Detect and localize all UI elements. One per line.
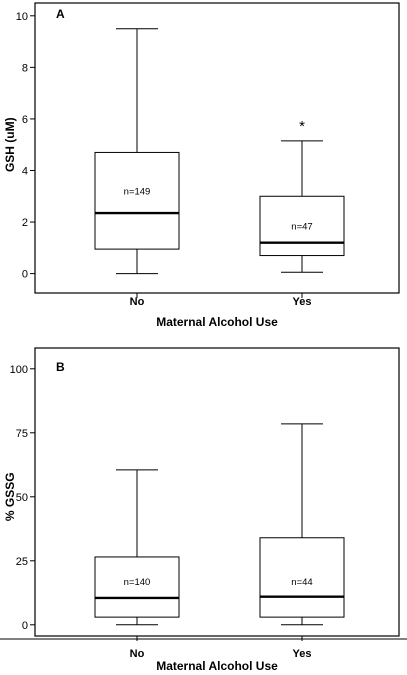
box-yes: n=47 *	[259, 118, 345, 273]
y-tick-label: 100	[10, 364, 28, 376]
y-axis-title: GSH (uM)	[3, 117, 17, 172]
n-label: n=44	[291, 577, 312, 588]
n-label: n=149	[124, 187, 151, 198]
x-tick-label: No	[130, 296, 145, 308]
x-tick-label: No	[130, 648, 145, 660]
box-body	[94, 556, 180, 618]
panel-label: A	[56, 7, 65, 21]
plot-frame	[34, 2, 400, 294]
x-tick-label: Yes	[293, 296, 312, 308]
chart-panel-a: A 0 2 4 6 8 10 GSH (uM) No Yes Maternal Alcohol Us…	[3, 2, 400, 329]
y-tick-label: 8	[22, 62, 28, 74]
y-tick-label: 0	[22, 269, 28, 281]
x-axis-title: Maternal Alcohol Use	[156, 315, 278, 329]
panel-label: B	[56, 360, 65, 374]
y-tick-label: 25	[16, 556, 28, 568]
box-no: n=149	[94, 28, 180, 275]
n-label: n=47	[291, 221, 312, 232]
n-label: n=140	[124, 577, 151, 588]
significance-marker: *	[299, 118, 305, 135]
y-tick-label: 75	[16, 428, 28, 440]
x-axis-title: Maternal Alcohol Use	[156, 659, 278, 673]
y-tick-label: 2	[22, 217, 28, 229]
box-body	[94, 151, 180, 250]
box-no: n=140	[94, 469, 180, 626]
y-tick-label: 10	[16, 11, 28, 23]
box-body	[259, 537, 345, 618]
box-yes: n=44	[259, 423, 345, 626]
y-tick-label: 50	[16, 492, 28, 504]
chart-panel-b: B 0 25 50 75 100 % GSSG No Yes Maternal Alcohol U…	[3, 347, 400, 673]
plot-frame	[34, 347, 400, 637]
y-tick-label: 0	[22, 620, 28, 632]
x-tick-label: Yes	[293, 648, 312, 660]
y-tick-label: 6	[22, 114, 28, 126]
y-tick-label: 4	[22, 165, 28, 177]
box-body	[259, 195, 345, 257]
y-axis-title: % GSSG	[3, 472, 17, 521]
